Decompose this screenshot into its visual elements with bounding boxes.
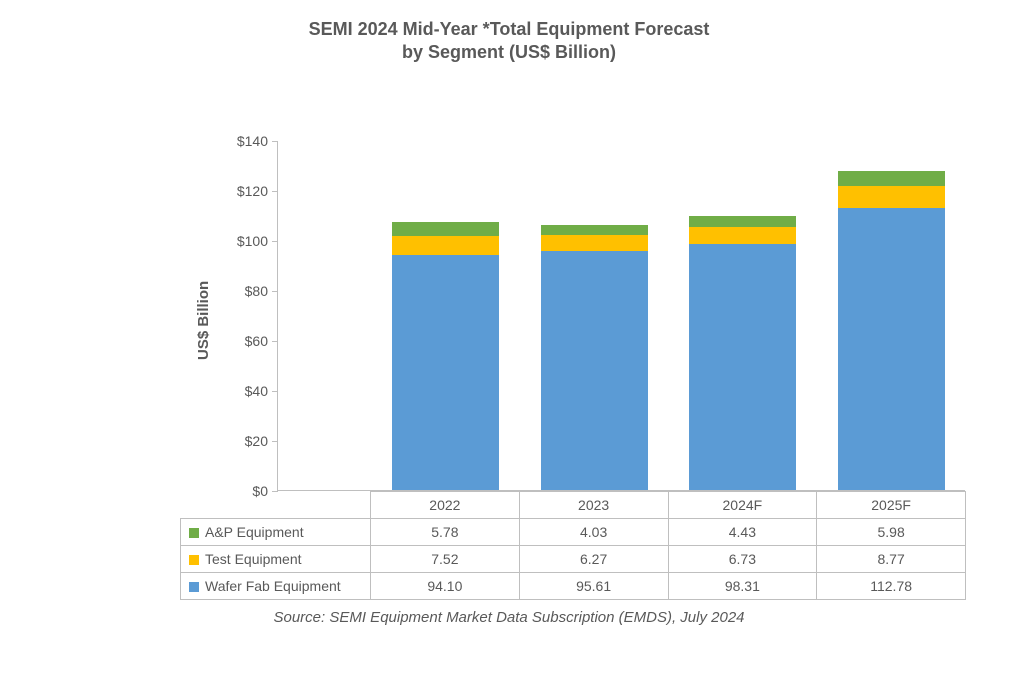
plot-area: $0$20$40$60$80$100$120$140 xyxy=(277,141,965,491)
bar-segment xyxy=(689,244,796,490)
value-cell: 4.03 xyxy=(519,519,668,546)
ytick-label: $100 xyxy=(218,233,268,249)
value-cell: 5.78 xyxy=(371,519,520,546)
bar-segment xyxy=(838,186,945,208)
ytick-mark xyxy=(272,291,278,292)
bar-segment xyxy=(392,222,499,236)
bar-segment xyxy=(541,235,648,251)
chart-title: SEMI 2024 Mid-Year *Total Equipment Fore… xyxy=(0,18,1018,63)
ytick-mark xyxy=(272,241,278,242)
bar-segment xyxy=(689,227,796,244)
value-cell: 112.78 xyxy=(817,573,966,600)
table-row: Test Equipment 7.526.276.738.77 xyxy=(181,546,966,573)
value-cell: 98.31 xyxy=(668,573,817,600)
bar-segment xyxy=(689,216,796,227)
bar-segment xyxy=(541,251,648,490)
chart-title-line1: SEMI 2024 Mid-Year *Total Equipment Fore… xyxy=(309,19,710,39)
category-header: 2025F xyxy=(817,492,966,519)
bar xyxy=(392,140,499,490)
ytick-label: $60 xyxy=(218,333,268,349)
bar-segment xyxy=(392,255,499,490)
table-corner-cell xyxy=(181,492,371,519)
category-header: 2024F xyxy=(668,492,817,519)
legend-swatch xyxy=(189,555,199,565)
series-name: Wafer Fab Equipment xyxy=(205,578,341,594)
ytick-mark xyxy=(272,191,278,192)
value-cell: 6.73 xyxy=(668,546,817,573)
ytick-mark xyxy=(272,141,278,142)
category-header: 2023 xyxy=(519,492,668,519)
ytick-label: $20 xyxy=(218,433,268,449)
value-cell: 6.27 xyxy=(519,546,668,573)
value-cell: 4.43 xyxy=(668,519,817,546)
ytick-mark xyxy=(272,341,278,342)
ytick-label: $120 xyxy=(218,183,268,199)
series-name: A&P Equipment xyxy=(205,524,304,540)
chart-title-line2: by Segment (US$ Billion) xyxy=(402,42,616,62)
value-cell: 94.10 xyxy=(371,573,520,600)
value-cell: 8.77 xyxy=(817,546,966,573)
bar-segment xyxy=(838,171,945,186)
bar-segment xyxy=(392,236,499,255)
y-axis-label: US$ Billion xyxy=(195,281,212,360)
bar-segment xyxy=(838,208,945,490)
ytick-mark xyxy=(272,441,278,442)
series-label-cell: Test Equipment xyxy=(181,546,371,573)
ytick-label: $40 xyxy=(218,383,268,399)
value-cell: 5.98 xyxy=(817,519,966,546)
data-table: 202220232024F2025F A&P Equipment 5.784.034… xyxy=(180,491,966,600)
ytick-label: $80 xyxy=(218,283,268,299)
legend-swatch xyxy=(189,582,199,592)
value-cell: 95.61 xyxy=(519,573,668,600)
series-label-cell: Wafer Fab Equipment xyxy=(181,573,371,600)
bar xyxy=(838,140,945,490)
chart-container: SEMI 2024 Mid-Year *Total Equipment Fore… xyxy=(0,0,1018,675)
series-name: Test Equipment xyxy=(205,551,302,567)
legend-swatch xyxy=(189,528,199,538)
bar-segment xyxy=(541,225,648,235)
table-row: Wafer Fab Equipment 94.1095.6198.31112.78 xyxy=(181,573,966,600)
source-note: Source: SEMI Equipment Market Data Subsc… xyxy=(0,609,1018,626)
table-header-row: 202220232024F2025F xyxy=(181,492,966,519)
bar xyxy=(689,140,796,490)
table-row: A&P Equipment 5.784.034.435.98 xyxy=(181,519,966,546)
bar xyxy=(541,140,648,490)
ytick-mark xyxy=(272,391,278,392)
category-header: 2022 xyxy=(371,492,520,519)
value-cell: 7.52 xyxy=(371,546,520,573)
ytick-label: $140 xyxy=(218,133,268,149)
series-label-cell: A&P Equipment xyxy=(181,519,371,546)
